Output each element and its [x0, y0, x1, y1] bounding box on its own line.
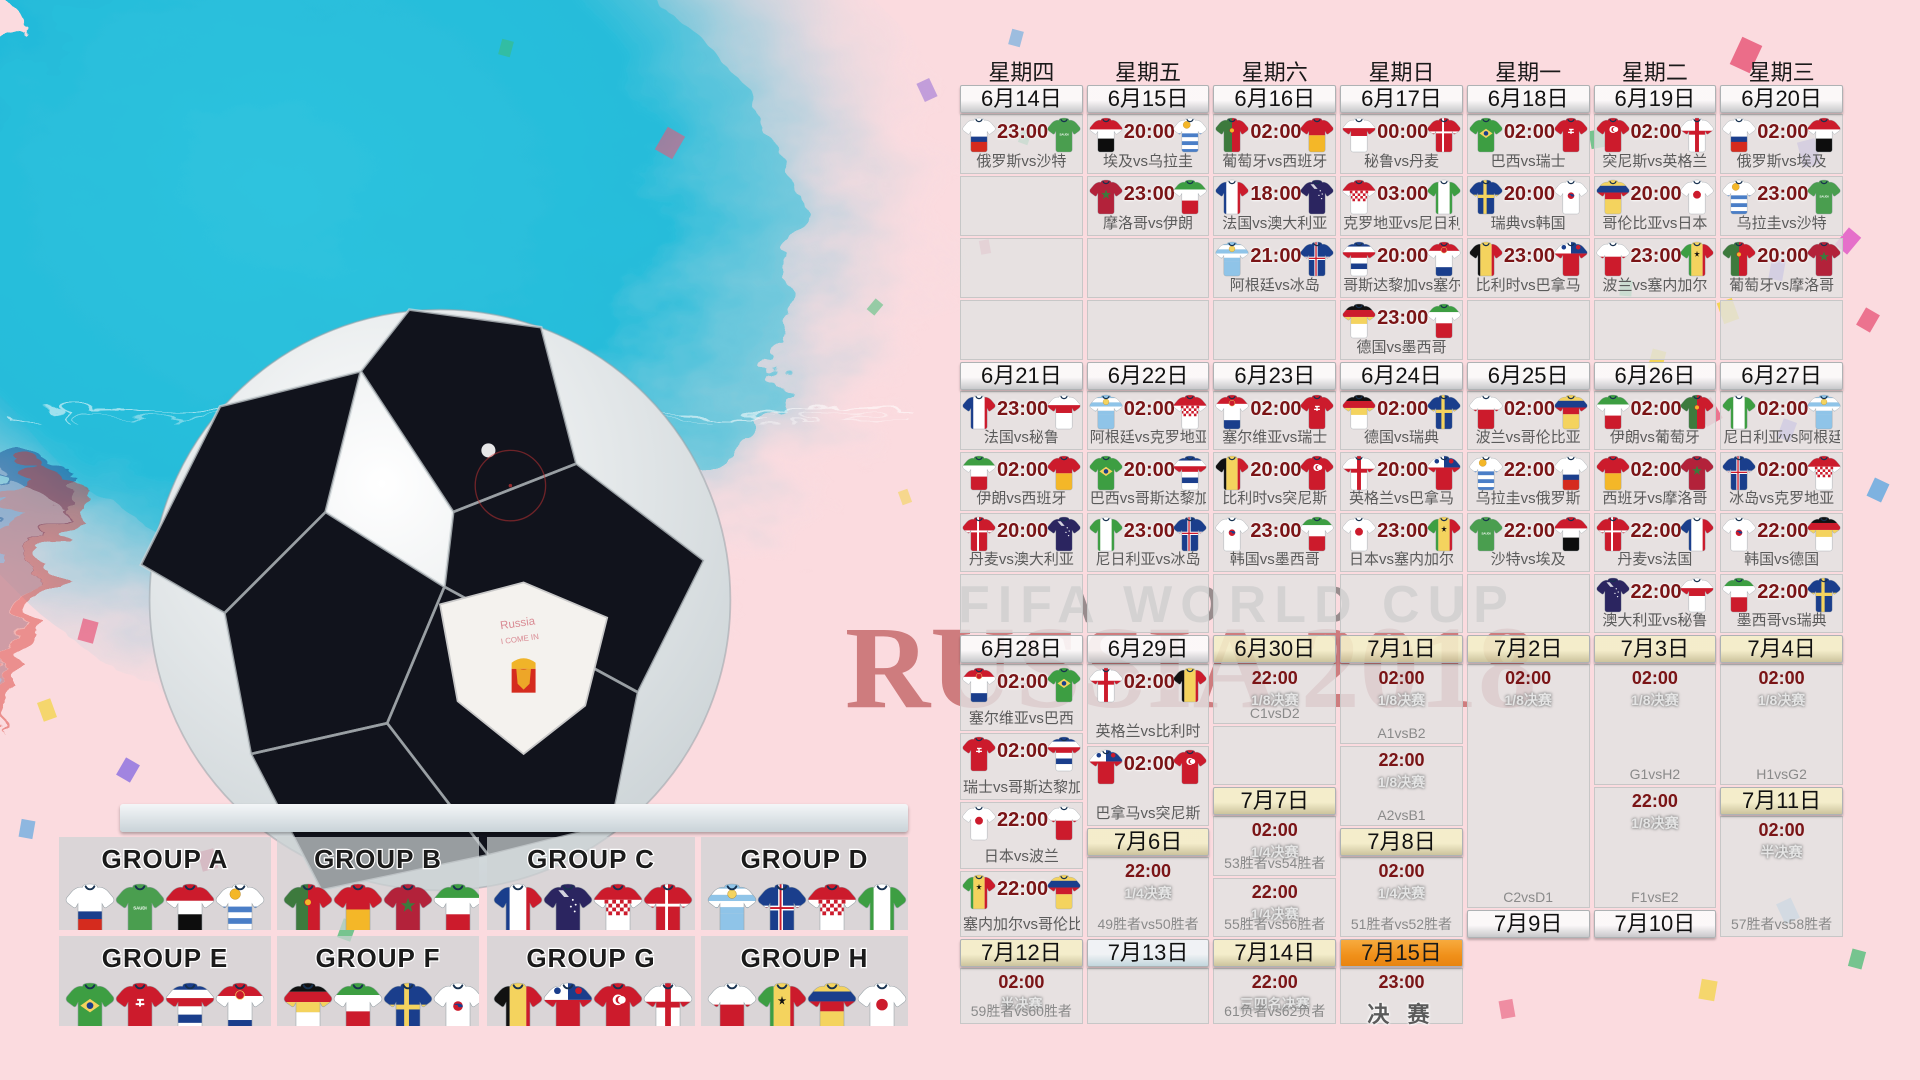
svg-text:SAUDI: SAUDI [1059, 132, 1068, 136]
svg-text:SAUDI: SAUDI [1481, 531, 1490, 535]
svg-text:SAUDI: SAUDI [1819, 194, 1828, 198]
svg-text:SAUDI: SAUDI [133, 905, 146, 910]
